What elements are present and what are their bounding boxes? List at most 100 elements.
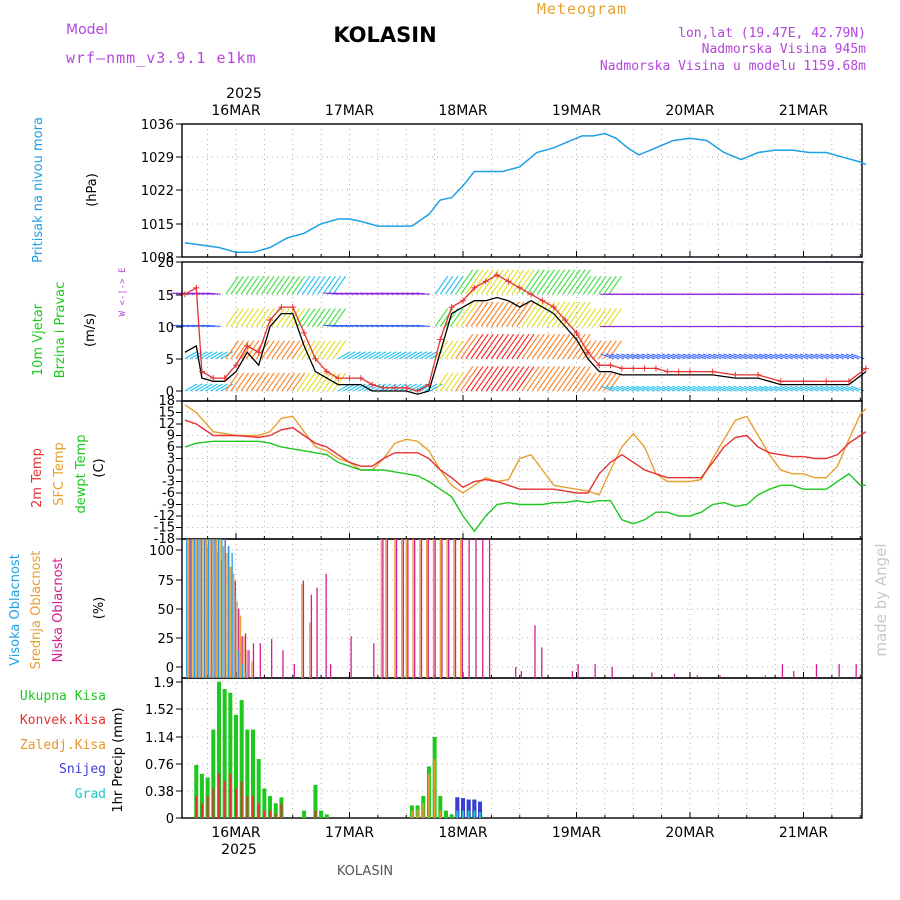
y-tick-label: 6 <box>167 440 175 455</box>
wind-barb <box>667 385 681 392</box>
wind-barb <box>485 269 504 295</box>
wind-barb <box>225 308 239 327</box>
wind-barb <box>460 333 479 360</box>
wind-barb <box>255 275 270 295</box>
wind-barb <box>615 353 630 360</box>
wind-barb <box>409 351 423 360</box>
wind-barb <box>424 351 438 360</box>
wind-barb <box>779 353 793 360</box>
wind-barb <box>608 275 622 295</box>
y-tick-label: 3 <box>167 452 175 467</box>
precip-bar <box>245 729 250 818</box>
wind-barb <box>582 275 597 295</box>
wind-barb <box>429 383 443 392</box>
coords-label: lon,lat (19.47E, 42.79N) <box>678 26 866 41</box>
wind-barb <box>261 275 275 295</box>
wind-barb <box>577 308 592 327</box>
wind-barb <box>789 385 804 392</box>
wind-barb <box>572 301 591 327</box>
wind-barb <box>301 340 316 360</box>
wind-barb <box>794 385 809 392</box>
wind-barb <box>521 301 540 327</box>
precip-bar <box>228 692 233 818</box>
wind-barb <box>526 269 545 295</box>
pressure-line <box>184 132 867 254</box>
wind-barb <box>199 383 213 392</box>
wind-ylabel-2: Brzina i Pravac <box>53 282 68 379</box>
wind-barb <box>220 351 234 360</box>
day-label-top: 21MAR <box>779 103 828 119</box>
wind-unit: (m/s) <box>83 313 98 347</box>
precip-bar <box>302 810 307 818</box>
wind-barb <box>764 385 778 392</box>
pressure-ylabel: Pritisak na nivou mora <box>31 117 46 263</box>
wind-barb <box>206 292 221 295</box>
y-tick-label: 0.76 <box>145 758 174 773</box>
wind-barb <box>531 333 550 360</box>
temp-unit: (C) <box>92 458 107 477</box>
day-label-top: 18MAR <box>438 103 487 119</box>
wind-barb <box>582 372 597 392</box>
wind-barb <box>460 269 479 295</box>
wind-barb <box>562 301 581 327</box>
wind-barb <box>322 275 336 295</box>
wind-barb <box>210 383 223 392</box>
wind-barb <box>301 275 316 295</box>
wind-barb <box>455 366 474 392</box>
wind-barb <box>738 385 753 392</box>
wind-barb <box>342 351 356 360</box>
wind-barb <box>281 275 296 295</box>
wind-barb <box>296 340 311 360</box>
wind-direction-legend: W <-|-> E <box>118 268 128 317</box>
precip-bar <box>467 810 470 818</box>
wind-barb <box>541 269 561 295</box>
wind-barb <box>728 353 742 360</box>
precip-ylabel: 1hr Precip (mm) <box>111 707 126 812</box>
wind-barb <box>235 275 250 295</box>
wind-barb <box>804 385 819 392</box>
precip-bar <box>324 814 329 818</box>
precip-bar <box>257 803 260 818</box>
wind-barb <box>296 372 311 392</box>
wind-barb <box>501 301 520 327</box>
wind-barb <box>245 372 260 392</box>
wind-barb <box>470 366 489 392</box>
wind-barb <box>317 275 331 295</box>
wind-barb <box>615 385 630 392</box>
wind-barb <box>687 353 701 360</box>
wind-barb <box>215 351 228 360</box>
wind-barb <box>281 308 296 327</box>
wind-barb <box>465 269 484 295</box>
wind-barb <box>337 351 351 360</box>
precip-bar <box>473 810 476 818</box>
wind-barb <box>600 353 615 360</box>
sfc-ylabel: SFC Temp <box>52 442 67 506</box>
wind-barb <box>317 372 331 392</box>
wind-barb <box>531 301 550 327</box>
wind-barb <box>235 308 250 327</box>
wind-barb <box>444 275 459 295</box>
wind-barb <box>603 308 617 327</box>
wind-barb <box>677 385 691 392</box>
wind-barb <box>199 351 213 360</box>
wind-barb <box>557 301 576 327</box>
y-tick-label: 1022 <box>141 184 174 199</box>
day-label-top: 16MAR <box>211 103 260 119</box>
wind-barb <box>667 353 681 360</box>
wind-barb <box>552 366 571 392</box>
precip-bar <box>422 803 425 818</box>
wind-barb <box>598 340 612 360</box>
legend-total-rain: Ukupna Kisa <box>20 689 106 704</box>
wind-barb <box>506 366 525 392</box>
y-tick-label: 1015 <box>141 218 174 233</box>
y-tick-label: 0 <box>166 812 174 827</box>
wind-barb <box>769 385 783 392</box>
wind-barb <box>230 372 244 392</box>
wind-barb <box>480 366 499 392</box>
wind-barb <box>526 301 545 327</box>
y-tick-label: 25 <box>157 632 174 647</box>
wind-barb <box>804 353 819 360</box>
precip-unit: (mm) <box>111 707 126 742</box>
y-tick-label: 1029 <box>141 151 174 166</box>
precip-bar <box>456 810 459 818</box>
